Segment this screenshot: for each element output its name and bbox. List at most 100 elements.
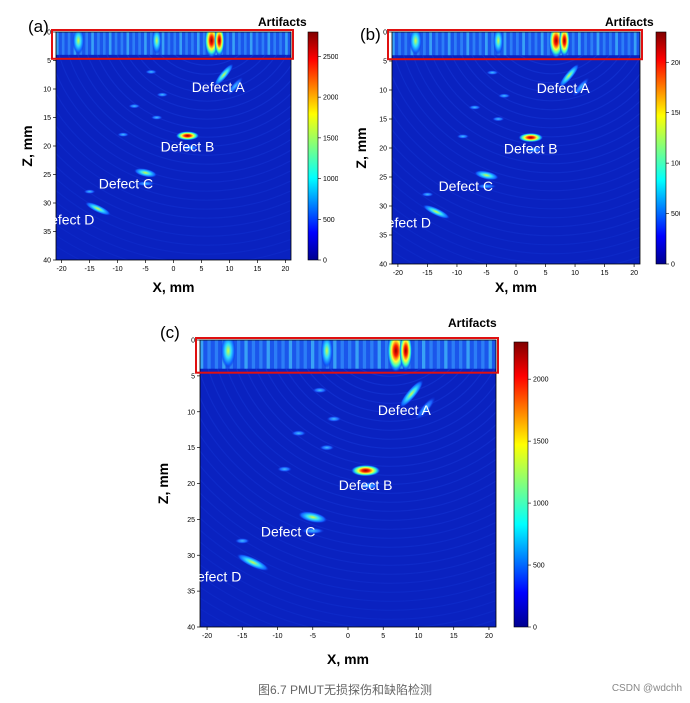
scatter-echo	[83, 189, 96, 194]
artifact-stripe	[621, 32, 625, 56]
artifact-stripe	[609, 32, 612, 56]
artifact-stripe	[429, 340, 433, 369]
artifact-stripe	[261, 32, 265, 55]
wave-arc	[200, 370, 496, 512]
artifact-stripe	[274, 340, 278, 369]
figure-caption: 图6.7 PMUT无损探伤和缺陷检测	[257, 683, 432, 697]
defect-label-b: Defect B	[504, 140, 558, 156]
colorbar-tick-label: 0	[533, 625, 537, 632]
z-tick-label: 10	[43, 87, 51, 94]
colorbar-tick-label: 1000	[533, 501, 549, 508]
wave-arc	[311, 340, 469, 395]
z-tick-label: 30	[43, 201, 51, 208]
colorbar-tick-label: 500	[323, 217, 335, 224]
artifact-stripe	[436, 340, 441, 369]
defect-label-a: Defect A	[378, 402, 432, 418]
scatter-echo	[319, 444, 335, 451]
artifact-stripe	[451, 340, 455, 369]
wave-arc	[56, 125, 291, 201]
artifacts-label: Artifacts	[605, 15, 654, 29]
wave-arc	[471, 32, 632, 93]
x-tick-label: 15	[450, 633, 458, 640]
artifact-stripe	[414, 340, 418, 369]
wave-arc	[200, 552, 496, 620]
defect-label-a: Defect A	[537, 80, 591, 96]
panel-b: -20 -15 -10 -5 0 5 10 15 20 0 5 10 15 20 25 30 35 40 X, mm…	[353, 15, 680, 295]
artifact-stripe	[251, 340, 256, 369]
z-axis-label: Z, mm	[19, 125, 35, 166]
wave-arc	[480, 32, 623, 84]
artifact-stripe	[491, 32, 494, 56]
z-tick-label: 15	[43, 115, 51, 122]
wave-arc	[392, 142, 640, 219]
scatter-echo	[150, 115, 163, 120]
wave-arc	[117, 32, 291, 102]
wave-arc	[397, 32, 640, 165]
colorbar-tick-label: 0	[323, 258, 327, 265]
z-tick-label: 5	[383, 59, 387, 66]
artifact-stripe	[132, 32, 135, 55]
defect-a-echo	[227, 76, 243, 96]
artifact-stripe	[207, 340, 211, 369]
z-axis-label: Z, mm	[353, 127, 369, 168]
colorbar-tick-label: 0	[671, 262, 675, 269]
artifact-stripe	[91, 32, 94, 55]
artifact-stripe	[478, 32, 482, 56]
defect-c-echo	[298, 511, 328, 524]
defect-b-echo	[182, 144, 199, 151]
wave-arc	[56, 165, 291, 228]
wave-arc	[126, 32, 288, 93]
artifact-stripe	[340, 340, 344, 369]
artifact-stripe	[355, 340, 359, 369]
artifact-spot	[409, 32, 422, 55]
artifact-stripe	[179, 32, 182, 55]
artifact-stripe	[385, 340, 389, 369]
z-tick-label: 15	[187, 445, 195, 452]
artifact-stripe	[114, 32, 118, 55]
scatter-echo	[277, 466, 292, 473]
defect-label-a: Defect A	[192, 79, 246, 95]
wave-arc	[392, 95, 640, 192]
x-axis-label: X, mm	[495, 279, 537, 295]
wave-arc	[237, 340, 496, 467]
wave-arc	[108, 32, 291, 111]
artifact-stripe	[466, 32, 470, 56]
x-tick-label: -15	[422, 270, 432, 277]
wave-arc	[136, 32, 279, 84]
wave-arc	[415, 32, 640, 147]
artifact-stripe	[454, 32, 457, 56]
wave-arc	[56, 189, 291, 246]
wave-arc	[302, 340, 479, 404]
artifact-stripe	[303, 340, 307, 369]
artifact-stripe	[528, 32, 532, 56]
heatmap-background	[200, 340, 496, 627]
colorbar-tick-label: 1000	[671, 161, 680, 168]
artifact-stripe	[370, 340, 374, 369]
colorbar-tick-label: 500	[533, 563, 545, 570]
artifact-stripe	[285, 32, 288, 55]
heatmap-image	[56, 32, 291, 260]
artifact-stripe	[522, 32, 525, 56]
scatter-echo	[156, 92, 169, 97]
defect-label-c: Defect C	[261, 523, 315, 539]
wave-arc	[200, 517, 496, 593]
colorbar-tick-label: 2000	[671, 60, 680, 67]
wave-arc	[200, 464, 496, 557]
scatter-echo	[486, 70, 499, 75]
colorbar-tick-label: 1500	[323, 135, 338, 142]
artifact-stripe	[472, 32, 476, 56]
artifact-stripe	[85, 32, 88, 55]
z-tick-label: 40	[379, 262, 387, 269]
colorbar	[307, 31, 319, 261]
wave-arc	[370, 312, 410, 331]
wave-arc	[228, 340, 496, 476]
artifacts-label: Artifacts	[258, 15, 307, 29]
artifact-spot	[220, 340, 236, 368]
artifact-stripe	[447, 32, 451, 56]
wave-arc	[56, 92, 291, 183]
artifact-stripe	[441, 32, 445, 56]
wave-arc	[200, 491, 496, 575]
wave-arc	[392, 112, 640, 201]
panel-letter: (a)	[28, 17, 49, 36]
artifact-stripe	[296, 340, 300, 369]
